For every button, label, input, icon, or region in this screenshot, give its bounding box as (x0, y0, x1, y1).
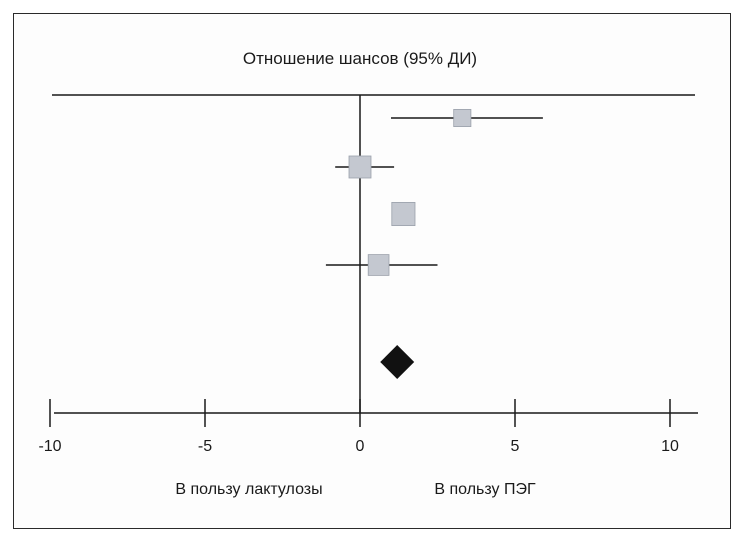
x-tick-label: -5 (198, 438, 212, 455)
favours-left-label: В пользу лактулозы (175, 481, 322, 498)
x-tick-label: 10 (661, 438, 679, 455)
x-axis-ticks: -10 -5 0 5 10 (38, 399, 679, 455)
x-tick-label: -10 (38, 438, 61, 455)
favours-right-label: В пользу ПЭГ (434, 481, 536, 498)
pooled-estimate-diamond (380, 345, 415, 379)
study-estimate-marker (367, 254, 390, 276)
study-markers (325, 109, 543, 276)
pooled-estimate-group (380, 345, 415, 379)
x-tick-label: 5 (511, 438, 520, 455)
x-tick-label: 0 (356, 438, 365, 455)
study-estimate-marker (348, 155, 372, 179)
chart-title: Отношение шансов (95% ДИ) (243, 49, 477, 68)
study-estimate-marker (391, 201, 416, 226)
study-estimate-marker (453, 109, 472, 128)
